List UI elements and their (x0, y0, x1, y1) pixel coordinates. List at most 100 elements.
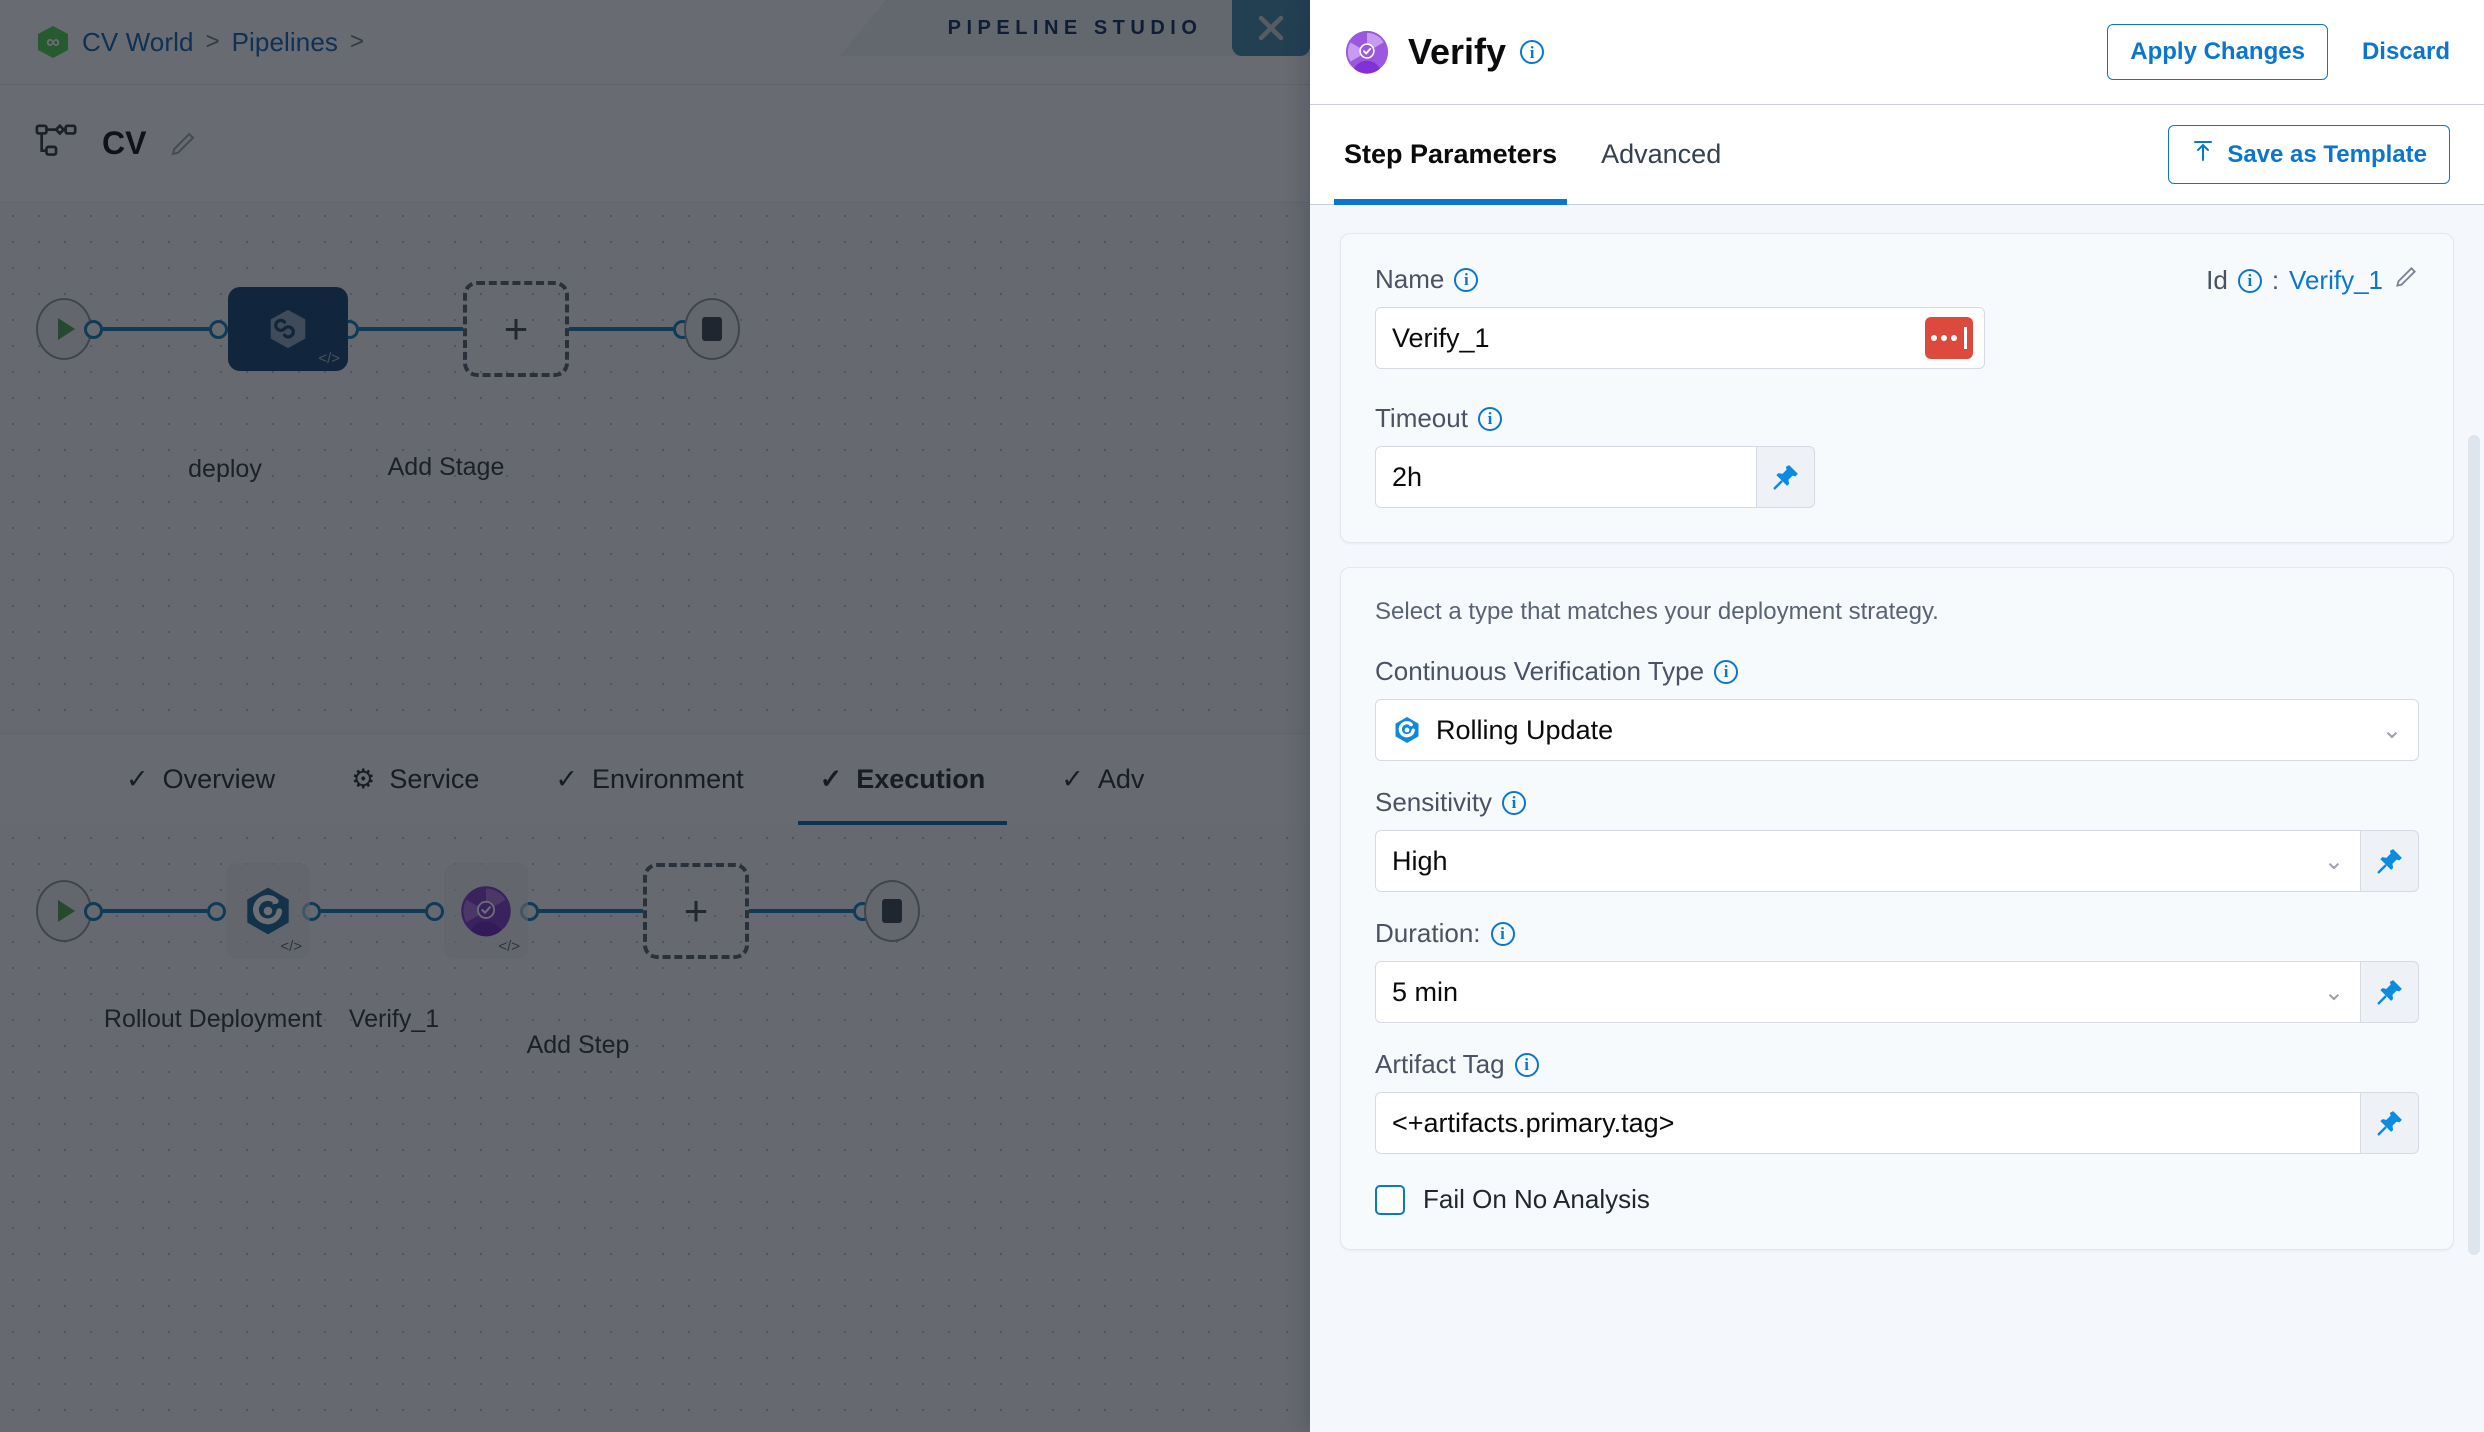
panel-tab-bar: Step Parameters Advanced Save as Templat… (1310, 105, 2484, 205)
chevron-down-icon[interactable]: ⌄ (2323, 978, 2344, 1006)
runtime-input-icon[interactable] (1925, 317, 1973, 359)
connector (359, 327, 463, 331)
info-icon[interactable]: i (1454, 267, 1479, 292)
save-as-template-label: Save as Template (2227, 140, 2427, 168)
rolling-update-icon (247, 887, 289, 935)
sensitivity-select[interactable]: High ⌄ (1375, 830, 2361, 892)
fail-on-no-analysis-checkbox[interactable] (1375, 1184, 1405, 1215)
stop-icon (702, 317, 722, 341)
chevron-right-icon: > (205, 28, 220, 55)
id-label: Id (2206, 265, 2228, 295)
duration-select[interactable]: 5 min ⌄ (1375, 961, 2361, 1023)
cv-type-select-wrap: Rolling Update ⌄ (1375, 699, 2419, 761)
check-icon: ✓ (1061, 764, 1084, 794)
pin-icon[interactable] (2361, 830, 2419, 892)
page-title: CV (102, 125, 147, 161)
execution-graph: </> (0, 825, 1310, 1432)
step-node-rollout-deployment[interactable]: </> (226, 863, 310, 959)
gear-icon: ⚙ (351, 764, 376, 794)
port (84, 319, 103, 339)
tab-advanced[interactable]: Advanced (1601, 139, 1722, 169)
pipeline-header: CV (0, 85, 1310, 203)
fail-on-no-analysis-row[interactable]: Fail On No Analysis (1375, 1184, 2419, 1215)
name-input[interactable]: Verify_1 (1375, 307, 1985, 369)
harness-stage-icon (270, 309, 306, 349)
stop-icon (882, 899, 902, 923)
timeout-label: Timeout (1375, 403, 1468, 433)
fail-on-no-analysis-label: Fail On No Analysis (1423, 1184, 1650, 1214)
panel-scrollbar[interactable] (2468, 435, 2480, 1255)
add-step-node[interactable]: + (643, 863, 749, 959)
cv-type-label-group: Continuous Verification Type i (1375, 656, 2419, 687)
play-icon (58, 900, 75, 922)
sensitivity-group: Sensitivity i High ⌄ (1375, 787, 2419, 892)
stage-node-deploy[interactable]: </> (228, 287, 348, 371)
check-icon: ✓ (555, 764, 579, 794)
artifact-tag-group: Artifact Tag i <+artifacts.primary.tag> (1375, 1049, 2419, 1154)
close-icon[interactable] (1232, 0, 1310, 56)
stage-tab-bar: ✓ Overview ⚙ Service ✓ Environment ✓ Exe… (0, 733, 1310, 826)
pipeline-studio-label: PIPELINE STUDIO (947, 16, 1203, 39)
info-icon[interactable]: i (1490, 921, 1515, 946)
timeout-label-group: Timeout i (1375, 403, 2419, 434)
tab-step-parameters[interactable]: Step Parameters (1333, 105, 1568, 205)
duration-group: Duration: i 5 min ⌄ (1375, 918, 2419, 1023)
add-stage-node[interactable]: + (463, 281, 569, 377)
pin-icon[interactable] (2361, 961, 2419, 1023)
discard-button[interactable]: Discard (2361, 38, 2450, 65)
id-line: Id i : Verify_1 (2206, 264, 2419, 297)
stage-tab-overview[interactable]: ✓ Overview (88, 734, 313, 826)
verification-hint: Select a type that matches your deployme… (1375, 598, 1939, 625)
pin-icon[interactable] (1757, 446, 1815, 508)
yaml-code-icon: </> (318, 350, 340, 367)
name-input-wrap: Verify_1 (1375, 307, 1985, 369)
verify-icon (461, 886, 511, 937)
id-separator: : (2271, 265, 2280, 295)
connector (321, 909, 425, 913)
info-icon[interactable]: i (1520, 40, 1545, 64)
chevron-down-icon[interactable]: ⌄ (2381, 716, 2402, 744)
connector (749, 909, 853, 913)
stage-tab-execution[interactable]: ✓ Execution (782, 734, 1024, 826)
chevron-down-icon[interactable]: ⌄ (2323, 847, 2344, 875)
artifact-tag-input[interactable]: <+artifacts.primary.tag> (1375, 1092, 2361, 1154)
port (209, 319, 228, 339)
step-node-verify-1[interactable]: </> (444, 863, 528, 959)
panel-title: Verify (1408, 31, 1507, 72)
stage-tab-advanced[interactable]: ✓ Adv (1023, 734, 1182, 826)
play-icon (58, 318, 75, 340)
info-icon[interactable]: i (2237, 268, 2262, 293)
timeout-input[interactable]: 2h (1375, 446, 1757, 508)
verify-icon (1344, 29, 1390, 75)
artifact-tag-label: Artifact Tag (1375, 1049, 1505, 1079)
stage-tab-label: Overview (162, 764, 276, 794)
stage-end-node[interactable] (684, 298, 740, 360)
step-configuration-panel: Verify i Apply Changes Discard Step Para… (1310, 0, 2484, 1432)
stage-tab-label: Adv (1097, 764, 1145, 794)
stage-tab-service[interactable]: ⚙ Service (313, 734, 517, 826)
stage-tab-environment[interactable]: ✓ Environment (517, 734, 781, 826)
save-as-template-button[interactable]: Save as Template (2168, 125, 2450, 184)
name-id-row: Name i Id i : Verify_1 (1375, 264, 2419, 307)
cv-type-select[interactable]: Rolling Update ⌄ (1375, 699, 2419, 761)
execution-end-node[interactable] (864, 880, 920, 942)
rolling-update-icon (1392, 715, 1422, 745)
basics-card: Name i Id i : Verify_1 (1340, 233, 2454, 543)
duration-select-wrap: 5 min ⌄ (1375, 961, 2419, 1023)
info-icon[interactable]: i (1502, 790, 1527, 815)
pencil-icon[interactable] (168, 129, 198, 159)
info-icon[interactable]: i (1714, 659, 1739, 684)
pin-icon[interactable] (2361, 1092, 2419, 1154)
sensitivity-label: Sensitivity (1375, 787, 1493, 817)
info-icon[interactable]: i (1477, 406, 1502, 431)
breadcrumb-item-pipelines[interactable]: Pipelines (231, 26, 339, 57)
pipeline-icon (34, 121, 80, 167)
apply-changes-button[interactable]: Apply Changes (2107, 24, 2328, 80)
artifact-tag-label-group: Artifact Tag i (1375, 1049, 2419, 1080)
timeout-group: Timeout i 2h (1375, 403, 2419, 508)
cv-type-label: Continuous Verification Type (1375, 656, 1705, 686)
stage-tab-label: Execution (856, 764, 986, 794)
info-icon[interactable]: i (1514, 1052, 1539, 1077)
pencil-icon[interactable] (2393, 264, 2419, 297)
breadcrumb-item-cv-world[interactable]: CV World (82, 26, 194, 57)
